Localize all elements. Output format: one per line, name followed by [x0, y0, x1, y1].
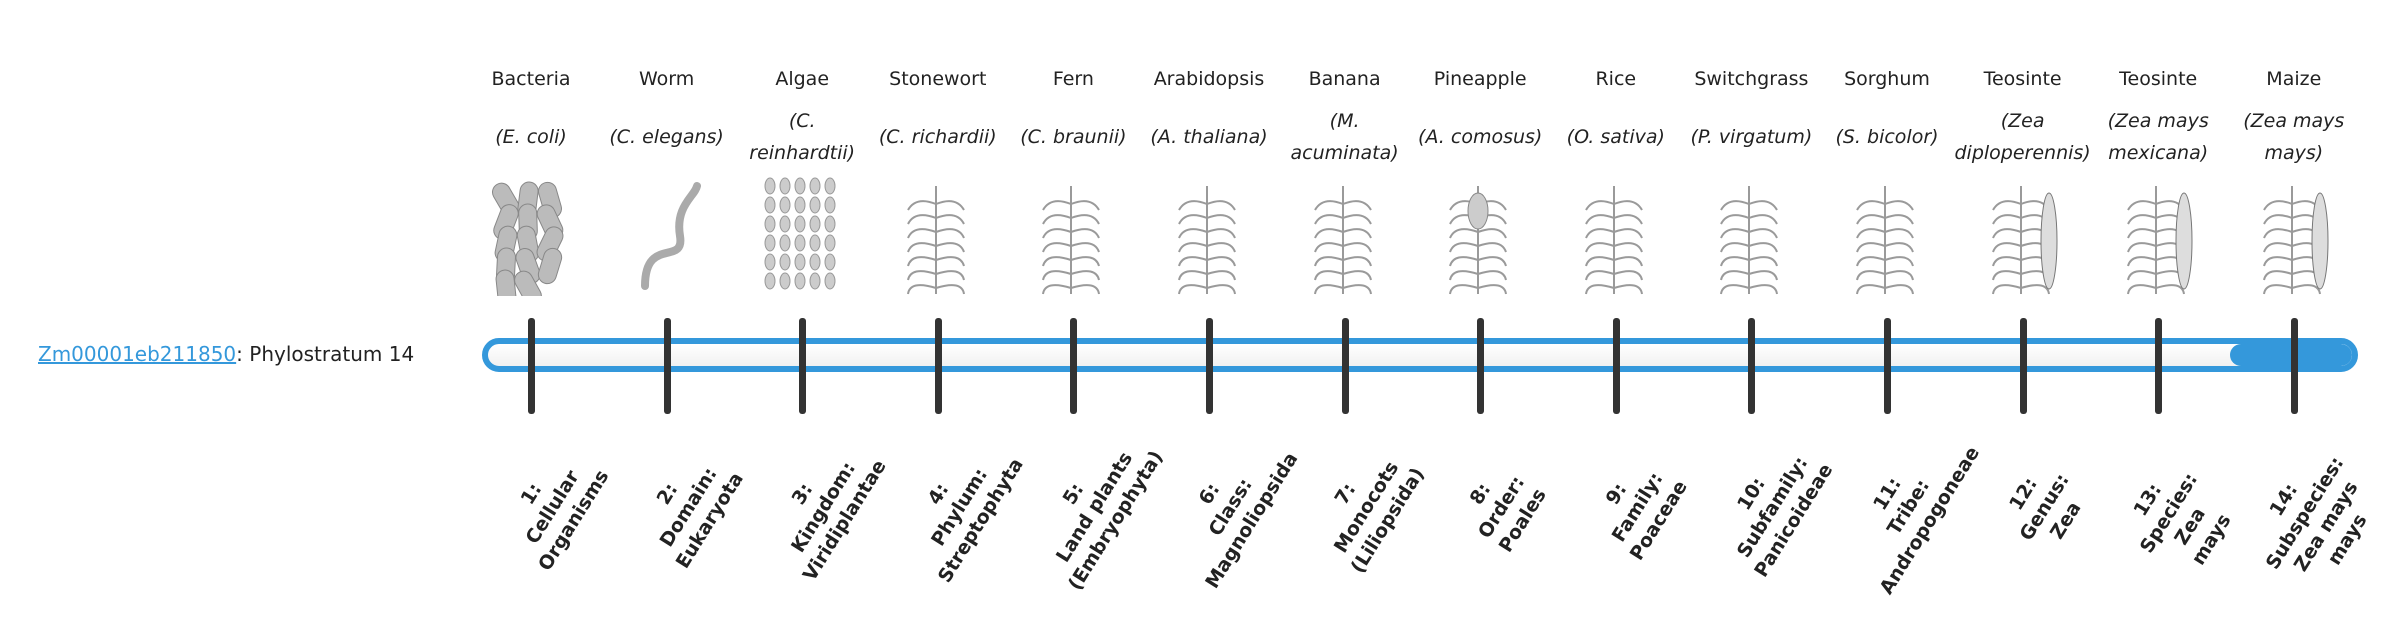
latin-name-text: (E. coli) [495, 126, 567, 148]
organism-latin-name: (Zea mays mays) [2226, 100, 2362, 174]
organism-latin-name: (A. comosus) [1412, 100, 1548, 174]
organism-latin-name: (P. virgatum) [1683, 100, 1819, 174]
teosinte-mexicana-icon [2090, 176, 2226, 296]
worm-icon [599, 176, 735, 296]
latin-name-text: (Zea mays mays) [2243, 110, 2345, 164]
stratum-tick [2019, 318, 2027, 414]
latin-name-text: (C. reinhardtii) [749, 110, 856, 164]
organism-common-name: Algae [775, 68, 830, 90]
stratum-label: 8: Order: Poales [1465, 472, 1551, 557]
stratum-tick [934, 318, 942, 414]
arabidopsis-icon [1141, 176, 1277, 296]
stratum-label: 1: Cellular Organisms [516, 466, 614, 575]
stratum-tick [1884, 318, 1891, 414]
stratum-tick [1612, 318, 1620, 414]
stratum-tick [528, 318, 535, 414]
latin-name-text: (A. thaliana) [1150, 126, 1268, 148]
stratum-label: 7: Monocots (Liliopsida) [1329, 457, 1429, 578]
stratum-tick [799, 318, 807, 414]
latin-name-text: (M. acuminata) [1290, 110, 1399, 164]
stratum-tick [2290, 318, 2298, 414]
organism-latin-name: (Zea diploperennis) [1954, 100, 2091, 174]
fern-icon [1005, 176, 1141, 296]
stratum-label: 11: Tribe: Andropogoneae [1869, 442, 1985, 599]
separator: : [236, 342, 243, 366]
latin-name-text: (A. comosus) [1418, 126, 1543, 148]
latin-name-text: (C. richardii) [878, 126, 997, 148]
latin-name-text: (P. virgatum) [1690, 126, 1813, 148]
latin-name-text: (O. sativa) [1566, 126, 1665, 148]
rice-icon [1548, 176, 1684, 296]
latin-name-text: (Zea mays mexicana) [2107, 110, 2209, 164]
latin-name-text: (Zea diploperennis) [1954, 110, 2091, 164]
organism-common-name: Maize [2266, 68, 2322, 90]
pineapple-icon [1412, 176, 1548, 296]
sorghum-icon [1819, 176, 1955, 296]
organism-latin-name: (E. coli) [463, 100, 599, 174]
organism-common-name: Rice [1595, 68, 1637, 90]
organism-common-name: Worm [638, 68, 695, 90]
phylostratum-text: Phylostratum 14 [242, 342, 415, 366]
stratum-tick [663, 318, 671, 414]
banana-icon [1277, 176, 1413, 296]
organism-common-name: Stonewort [889, 68, 987, 90]
stratum-tick [1070, 318, 1078, 414]
organism-common-name: Sorghum [1844, 68, 1930, 90]
organism-common-name: Teosinte [2119, 68, 2198, 90]
organism-latin-name: (C. reinhardtii) [734, 100, 870, 174]
stratum-label: 5: Land plants (Embryophyta) [1052, 446, 1168, 595]
stratum-label: 10: Subfamily: Panicoideae [1733, 452, 1838, 582]
organism-latin-name: (S. bicolor) [1819, 100, 1955, 174]
stratum-label: 6: Class: Magnoliopsida [1194, 448, 1303, 593]
switchgrass-icon [1683, 176, 1819, 296]
stratum-tick [1477, 318, 1485, 414]
organism-common-name: Bacteria [491, 68, 571, 90]
phylostratum-bar [482, 338, 2358, 372]
organism-latin-name: (C. braunii) [1005, 100, 1141, 174]
organism-latin-name: (O. sativa) [1548, 100, 1684, 174]
stratum-label: 9: Family: Poaceae [1601, 468, 1692, 565]
stratum-label: 14: Subspecies: Zea mays mays [2261, 452, 2372, 576]
stratum-tick [1206, 318, 1213, 414]
organism-common-name: Switchgrass [1694, 68, 1809, 90]
latin-name-text: (S. bicolor) [1835, 126, 1939, 148]
organism-latin-name: (Zea mays mexicana) [2090, 100, 2226, 174]
latin-name-text: (C. braunii) [1020, 126, 1127, 148]
stratum-tick [1341, 318, 1349, 414]
organism-common-name: Pineapple [1433, 68, 1527, 90]
stratum-label: 3: Kingdom: Viridiplantae [787, 456, 891, 585]
stonewort-icon [870, 176, 1006, 296]
stratum-label: 4: Phylum: Streptophyta [923, 454, 1028, 587]
stratum-tick [1748, 318, 1756, 414]
organism-latin-name: (C. richardii) [870, 100, 1006, 174]
gene-phylostratum-label: Zm00001eb211850: Phylostratum 14 [38, 340, 414, 368]
maize-icon [2226, 176, 2362, 296]
stratum-label: 12: Genus: Zea [2004, 469, 2086, 545]
organism-common-name: Fern [1052, 68, 1094, 90]
stratum-label: 2: Domain: Eukaryota [652, 463, 748, 573]
organism-common-name: Banana [1308, 68, 1381, 90]
organism-common-name: Teosinte [1983, 68, 2062, 90]
latin-name-text: (C. elegans) [609, 126, 724, 148]
organism-latin-name: (C. elegans) [599, 100, 735, 174]
stratum-tick [2155, 318, 2163, 414]
organism-latin-name: (A. thaliana) [1141, 100, 1277, 174]
organism-latin-name: (M. acuminata) [1277, 100, 1413, 174]
organism-common-name: Arabidopsis [1153, 68, 1265, 90]
bacteria-icon [463, 176, 599, 296]
teosinte-icon [1955, 176, 2091, 296]
algae-icon [734, 176, 870, 296]
stratum-label: 13: Species: Zea mays [2129, 469, 2236, 570]
gene-id-link[interactable]: Zm00001eb211850 [38, 342, 237, 366]
